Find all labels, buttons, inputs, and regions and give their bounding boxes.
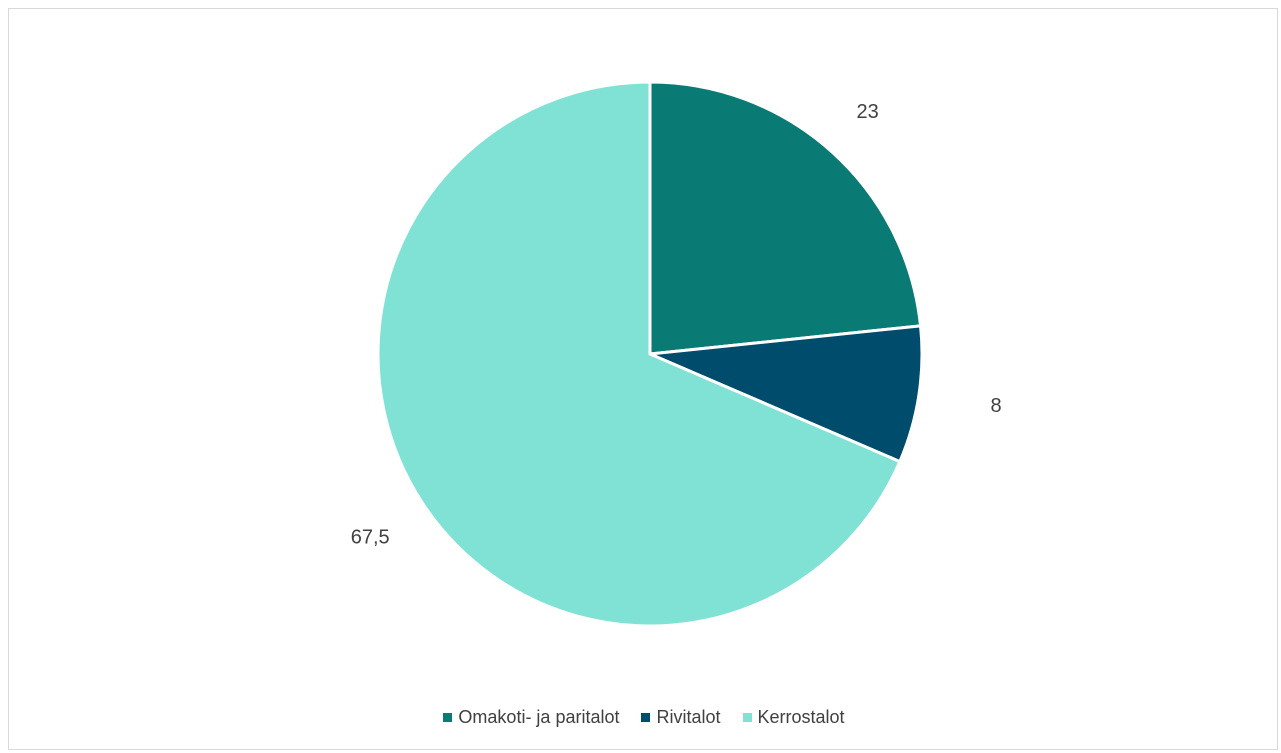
legend-label-omakoti: Omakoti- ja paritalot — [458, 707, 620, 727]
legend-item-omakoti: Omakoti- ja paritalot — [443, 707, 619, 728]
legend-label-rivitalot: Rivitalot — [656, 707, 721, 727]
legend-label-kerrostalot: Kerrostalot — [757, 707, 845, 727]
pie-slice-omakoti — [648, 80, 923, 356]
data-label-rivitalot: 8 — [990, 395, 1001, 417]
pie-slice-kerrostalot — [376, 80, 902, 628]
pie-chart: 23 8 67,5 — [351, 80, 1002, 628]
legend-item-kerrostalot: Kerrostalot — [742, 707, 845, 728]
legend-swatch-rivitalot — [641, 713, 651, 722]
chart-area: 23 8 67,5 Omakoti- ja paritalot Rivitalot … — [8, 8, 1278, 750]
data-label-kerrostalot: 67,5 — [351, 526, 390, 548]
pie-slice-rivitalot — [648, 324, 924, 464]
data-label-omakoti: 23 — [856, 101, 878, 123]
legend-item-rivitalot: Rivitalot — [641, 707, 721, 728]
legend-swatch-kerrostalot — [742, 713, 752, 722]
legend: Omakoti- ja paritalot Rivitalot Kerrosta… — [9, 707, 1279, 728]
legend-swatch-omakoti — [443, 713, 453, 722]
